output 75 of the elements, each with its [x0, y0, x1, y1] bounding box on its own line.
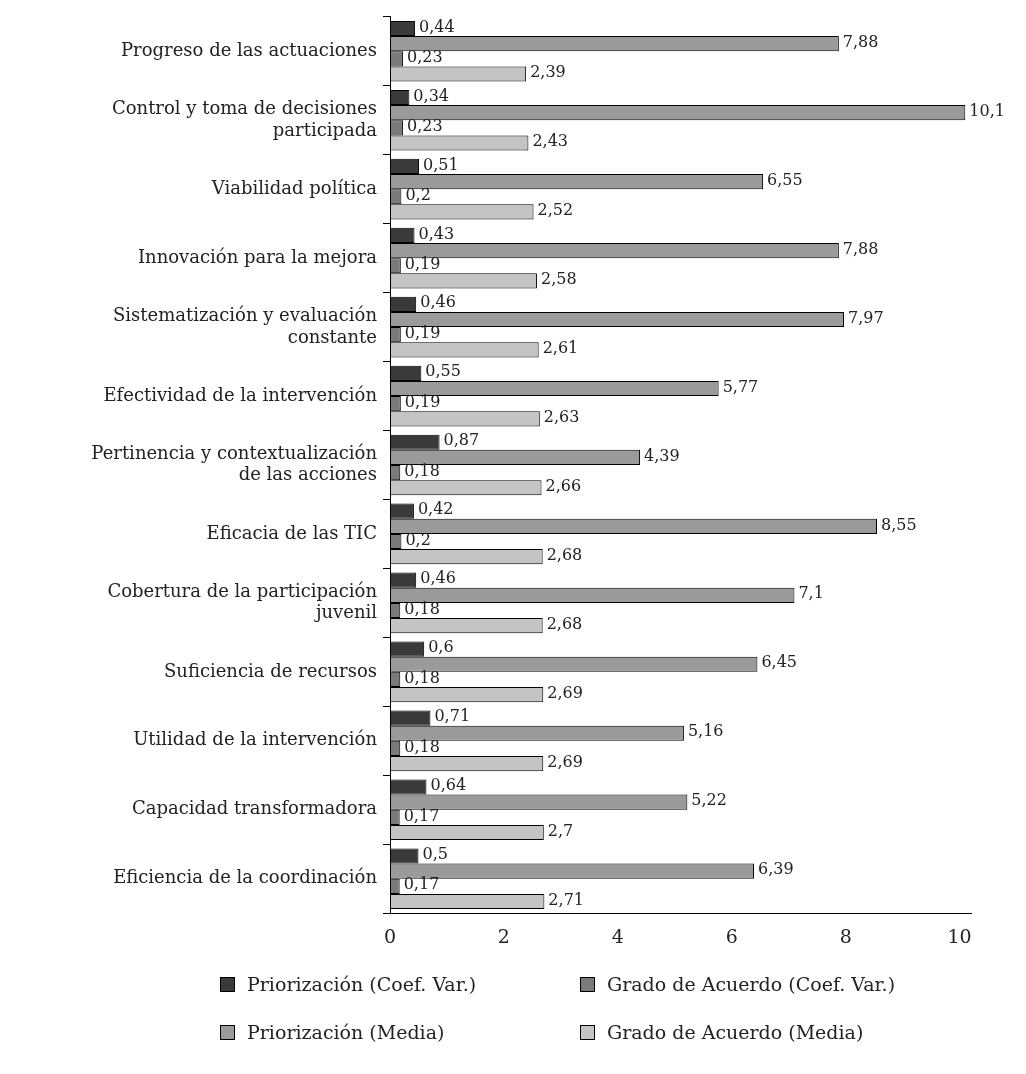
data-label: 0,18	[404, 667, 440, 687]
data-label: 0,17	[403, 874, 440, 894]
data-label: 0,46	[420, 292, 456, 312]
data-label: 0,23	[407, 115, 443, 135]
data-label: 2,58	[540, 269, 577, 289]
data-label: 5,16	[687, 721, 724, 741]
legend-label: Grado de Acuerdo (Media)	[607, 1021, 864, 1043]
data-label: 0,2	[405, 184, 431, 204]
data-label: 2,66	[545, 475, 582, 495]
data-label: 0,18	[404, 598, 440, 618]
data-label: 0,42	[417, 499, 454, 519]
y-tick-label: Eficiencia de la coordinación	[113, 866, 378, 888]
x-tick-label: 0	[383, 924, 397, 947]
data-label: 0,55	[425, 361, 461, 381]
y-tick-label: Capacidad transformadora	[131, 797, 378, 819]
data-label: 6,45	[761, 652, 798, 672]
data-label: 2,69	[547, 751, 583, 771]
data-label: 0,19	[404, 253, 441, 273]
data-label: 6,55	[767, 169, 803, 189]
y-tick-label: Utilidad de la intervención	[133, 728, 378, 750]
x-tick-label: 10	[947, 924, 972, 947]
y-tick-label: Efectividad de la intervención	[103, 383, 378, 405]
data-label: 0,46	[420, 568, 456, 588]
data-label: 6,39	[757, 859, 794, 879]
y-tick-label: Sistematización y evaluación constante	[113, 303, 378, 347]
data-label: 0,19	[404, 322, 441, 342]
data-label: 0,34	[413, 85, 449, 105]
x-tick-label: 8	[839, 924, 852, 947]
data-label: 0,5	[422, 844, 448, 864]
data-label: 4,39	[644, 445, 680, 465]
data-label: 2,39	[530, 62, 566, 82]
y-tick-label: Control y toma de decisiones participada	[111, 97, 378, 140]
data-label: 0,44	[419, 16, 455, 36]
data-label: 7,88	[842, 238, 879, 258]
y-tick-label: Pertinencia y contextualización de las acciones	[91, 441, 378, 485]
data-label: 10,1	[969, 100, 1005, 120]
x-tick-label: 4	[611, 924, 624, 947]
data-label: 0,19	[404, 391, 441, 411]
data-label: 0,2	[405, 529, 431, 549]
data-label: 0,17	[403, 805, 440, 825]
legend-label: Priorización (Media)	[247, 1021, 445, 1043]
data-label: 5,77	[722, 376, 759, 396]
data-label: 2,7	[547, 820, 574, 840]
data-label: 0,87	[443, 430, 480, 450]
y-tick-label: Cobertura de la participación juvenil	[107, 579, 378, 623]
legend-label: Grado de Acuerdo (Coef. Var.)	[607, 973, 896, 995]
data-label: 2,69	[547, 682, 583, 702]
legend-label: Priorización (Coef. Var.)	[247, 973, 477, 995]
data-label: 5,22	[691, 790, 727, 810]
data-label: 2,68	[546, 613, 583, 633]
data-label: 2,61	[542, 338, 579, 357]
data-label: 7,1	[798, 583, 824, 603]
data-label: 0,23	[407, 47, 443, 67]
data-label: 0,18	[404, 460, 440, 480]
data-label: 8,55	[881, 514, 917, 534]
data-label: 7,97	[847, 307, 884, 327]
data-label: 0,18	[404, 736, 440, 756]
data-label: 2,71	[548, 889, 584, 909]
data-label: 7,88	[842, 31, 879, 51]
data-label: 2,52	[537, 200, 574, 220]
x-tick-label: 2	[497, 924, 510, 947]
y-tick-label: Innovación para la mejora	[137, 245, 378, 267]
y-tick-label: Suficiencia de recursos	[163, 659, 377, 681]
x-tick-label: 6	[725, 924, 738, 947]
data-label: 2,43	[532, 131, 569, 151]
data-label: 0,6	[428, 637, 454, 657]
data-label: 0,64	[430, 775, 467, 795]
data-label: 0,51	[423, 154, 459, 174]
data-label: 2,68	[546, 544, 583, 564]
y-tick-label: Viabilidad política	[210, 176, 378, 198]
data-label: 0,43	[418, 223, 455, 243]
data-label: 0,71	[434, 706, 471, 726]
y-tick-label: Progreso de las actuaciones	[121, 38, 377, 60]
y-tick-label: Eficacia de las TIC	[206, 521, 377, 543]
data-label: 2,63	[543, 406, 580, 426]
